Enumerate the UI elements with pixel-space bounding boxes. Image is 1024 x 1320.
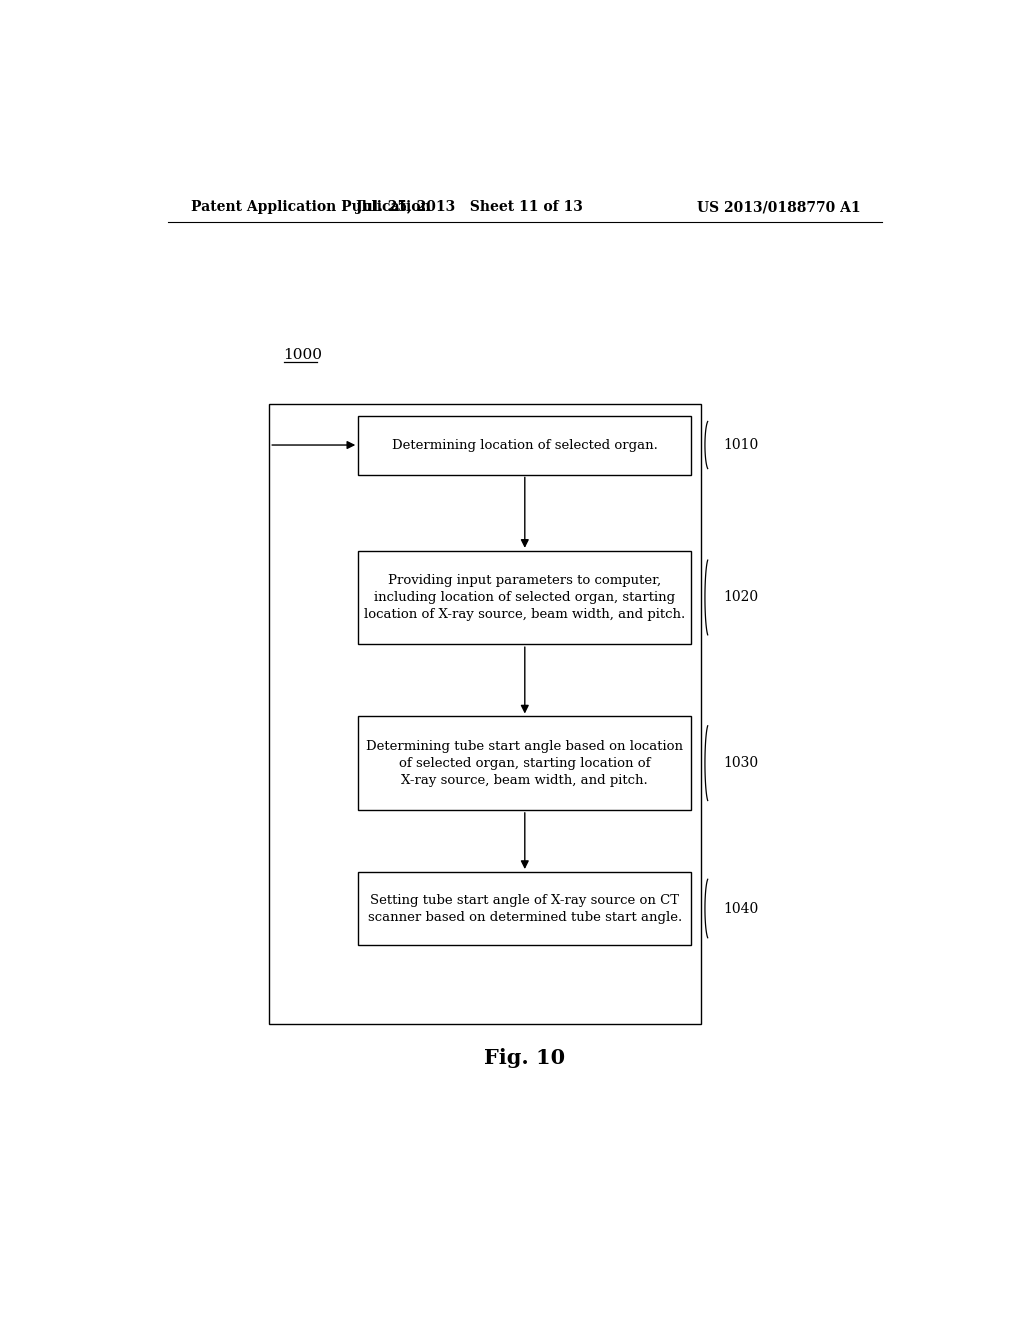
- Text: Patent Application Publication: Patent Application Publication: [191, 201, 431, 214]
- Bar: [358, 416, 691, 474]
- Text: Providing input parameters to computer,
including location of selected organ, st: Providing input parameters to computer, …: [365, 574, 685, 620]
- Bar: [358, 873, 691, 945]
- Text: Determining tube start angle based on location
of selected organ, starting locat: Determining tube start angle based on lo…: [367, 739, 683, 787]
- Bar: [358, 550, 691, 644]
- Bar: [358, 717, 691, 810]
- Text: 1020: 1020: [723, 590, 759, 605]
- Text: Determining location of selected organ.: Determining location of selected organ.: [392, 438, 657, 451]
- Text: Fig. 10: Fig. 10: [484, 1048, 565, 1068]
- Text: Setting tube start angle of X-ray source on CT
scanner based on determined tube : Setting tube start angle of X-ray source…: [368, 894, 682, 924]
- Text: 1000: 1000: [284, 347, 323, 362]
- Text: Jul. 25, 2013   Sheet 11 of 13: Jul. 25, 2013 Sheet 11 of 13: [355, 201, 583, 214]
- Text: 1030: 1030: [723, 756, 759, 770]
- Text: 1010: 1010: [723, 438, 759, 451]
- Text: 1040: 1040: [723, 902, 759, 916]
- Text: US 2013/0188770 A1: US 2013/0188770 A1: [697, 201, 860, 214]
- Bar: [269, 404, 701, 1024]
